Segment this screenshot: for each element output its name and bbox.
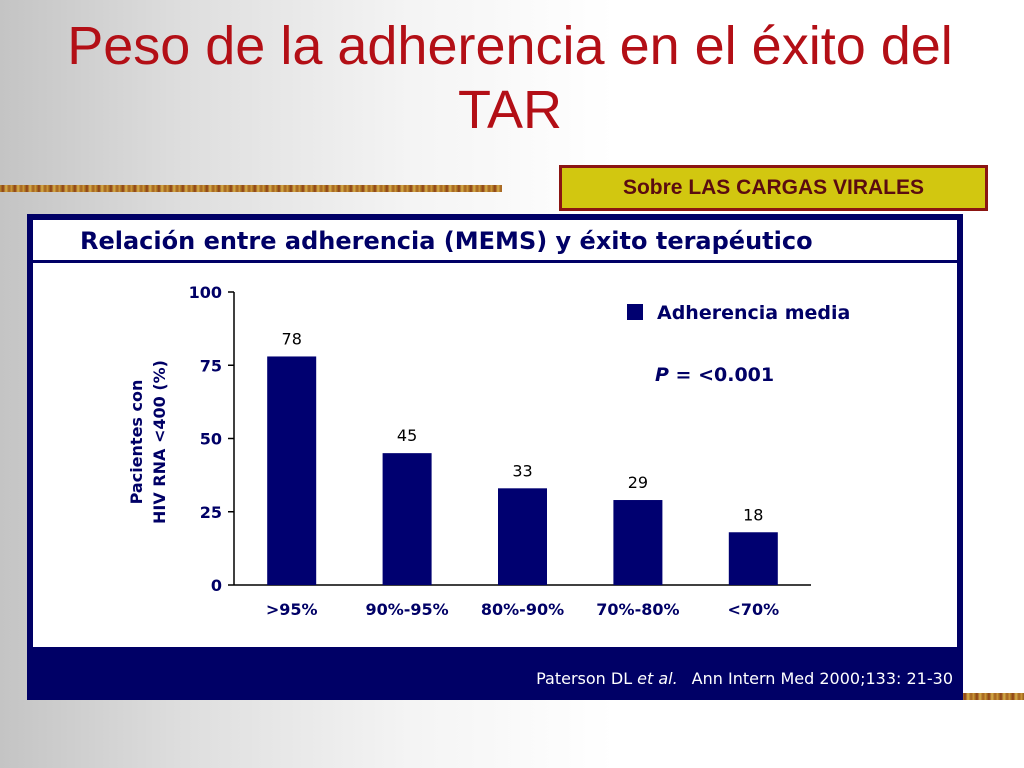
y-axis-title-line-2: HIV RNA <400 (%) xyxy=(150,360,169,524)
bar xyxy=(613,500,663,585)
y-tick-label: 100 xyxy=(189,283,222,302)
x-tick-label: 70%-80% xyxy=(596,600,679,619)
topic-badge: Sobre LAS CARGAS VIRALES xyxy=(559,165,988,211)
decorative-stripe-left xyxy=(0,185,502,192)
y-tick-label: 0 xyxy=(211,576,222,595)
decorative-stripe-right xyxy=(962,693,1024,700)
x-tick-label: >95% xyxy=(266,600,318,619)
bar xyxy=(498,488,547,585)
bar xyxy=(382,453,432,585)
y-tick-label: 50 xyxy=(200,430,222,449)
bar xyxy=(728,532,778,585)
bar-value-label: 18 xyxy=(743,505,763,524)
chart-marks: 0 25 50 75 100 78 >95% 45 90%-95% 33 80%-90% 29 70%-… xyxy=(189,283,811,619)
citation-source: Ann Intern Med 2000;133: 21-30 xyxy=(692,669,953,688)
p-value-annotation: P = <0.001 xyxy=(655,364,774,386)
chart-header-panel xyxy=(33,220,957,260)
chart-plot-panel xyxy=(33,263,957,647)
x-tick-label: 90%-95% xyxy=(365,600,448,619)
slide-title: Peso de la adherencia en el éxito del TA… xyxy=(67,16,953,140)
chart-title: Relación entre adherencia (MEMS) y éxito… xyxy=(80,227,813,255)
chart-frame: Relación entre adherencia (MEMS) y éxito… xyxy=(27,214,963,700)
legend-label: Adherencia media xyxy=(657,302,850,324)
bar-value-label: 29 xyxy=(628,473,648,492)
x-tick-label: 80%-90% xyxy=(481,600,564,619)
chart: Relación entre adherencia (MEMS) y éxito… xyxy=(33,220,957,688)
legend-swatch xyxy=(627,304,643,320)
citation: Paterson DL et al. Ann Intern Med 2000;133… xyxy=(536,669,953,688)
bar xyxy=(267,356,317,585)
p-value-text: = <0.001 xyxy=(669,364,774,386)
citation-author: Paterson DL xyxy=(536,669,632,688)
p-value-symbol: P xyxy=(655,364,669,386)
x-tick-label: <70% xyxy=(727,600,779,619)
bar-value-label: 78 xyxy=(282,329,302,348)
citation-etal: et al. xyxy=(637,669,678,688)
y-axis-title: Pacientes con HIV RNA <400 (%) xyxy=(127,360,169,524)
y-tick-label: 75 xyxy=(200,356,222,375)
bar-value-label: 33 xyxy=(512,461,532,480)
y-axis-title-line-1: Pacientes con xyxy=(127,380,146,505)
bar-value-label: 45 xyxy=(397,426,417,445)
y-tick-label: 25 xyxy=(200,503,222,522)
